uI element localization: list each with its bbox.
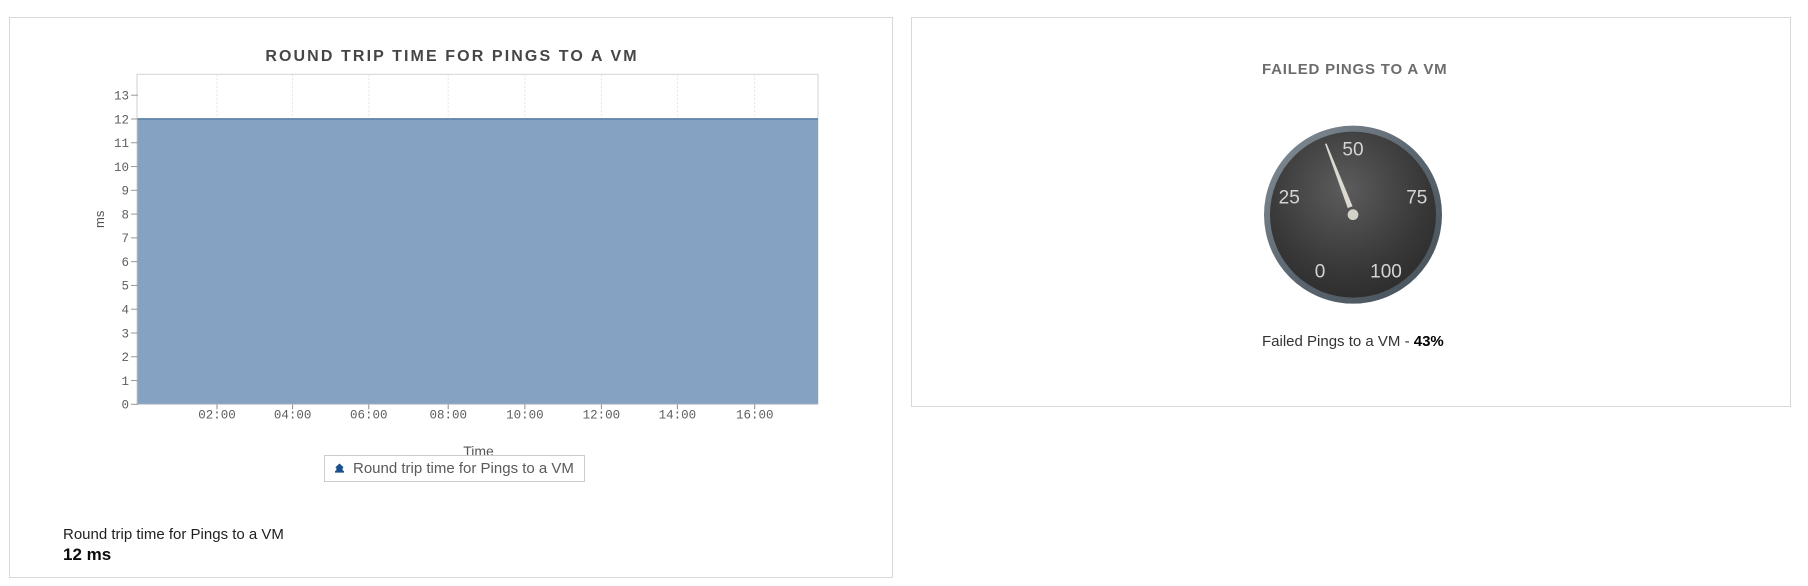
svg-text:4: 4 xyxy=(121,303,129,317)
svg-text:13: 13 xyxy=(114,90,129,104)
svg-text:3: 3 xyxy=(121,327,129,341)
svg-text:8: 8 xyxy=(121,208,129,222)
svg-text:10:00: 10:00 xyxy=(506,408,544,422)
svg-text:14:00: 14:00 xyxy=(659,408,697,422)
svg-text:06:00: 06:00 xyxy=(350,408,388,422)
svg-text:16:00: 16:00 xyxy=(736,408,774,422)
svg-text:04:00: 04:00 xyxy=(274,408,312,422)
svg-text:02:00: 02:00 xyxy=(198,408,236,422)
svg-text:9: 9 xyxy=(121,185,129,199)
svg-text:100: 100 xyxy=(1370,262,1402,283)
svg-text:12: 12 xyxy=(114,113,129,127)
svg-text:0: 0 xyxy=(1315,262,1326,283)
svg-text:10: 10 xyxy=(114,161,129,175)
svg-text:25: 25 xyxy=(1279,188,1300,209)
svg-text:08:00: 08:00 xyxy=(429,408,467,422)
svg-text:75: 75 xyxy=(1406,188,1427,209)
svg-text:50: 50 xyxy=(1342,140,1363,161)
svg-text:1: 1 xyxy=(121,375,129,389)
svg-text:6: 6 xyxy=(121,256,129,270)
svg-text:11: 11 xyxy=(114,137,129,151)
svg-text:5: 5 xyxy=(121,280,129,294)
svg-text:7: 7 xyxy=(121,232,129,246)
svg-text:2: 2 xyxy=(121,351,129,365)
svg-text:12:00: 12:00 xyxy=(583,408,621,422)
svg-text:0: 0 xyxy=(121,399,129,413)
